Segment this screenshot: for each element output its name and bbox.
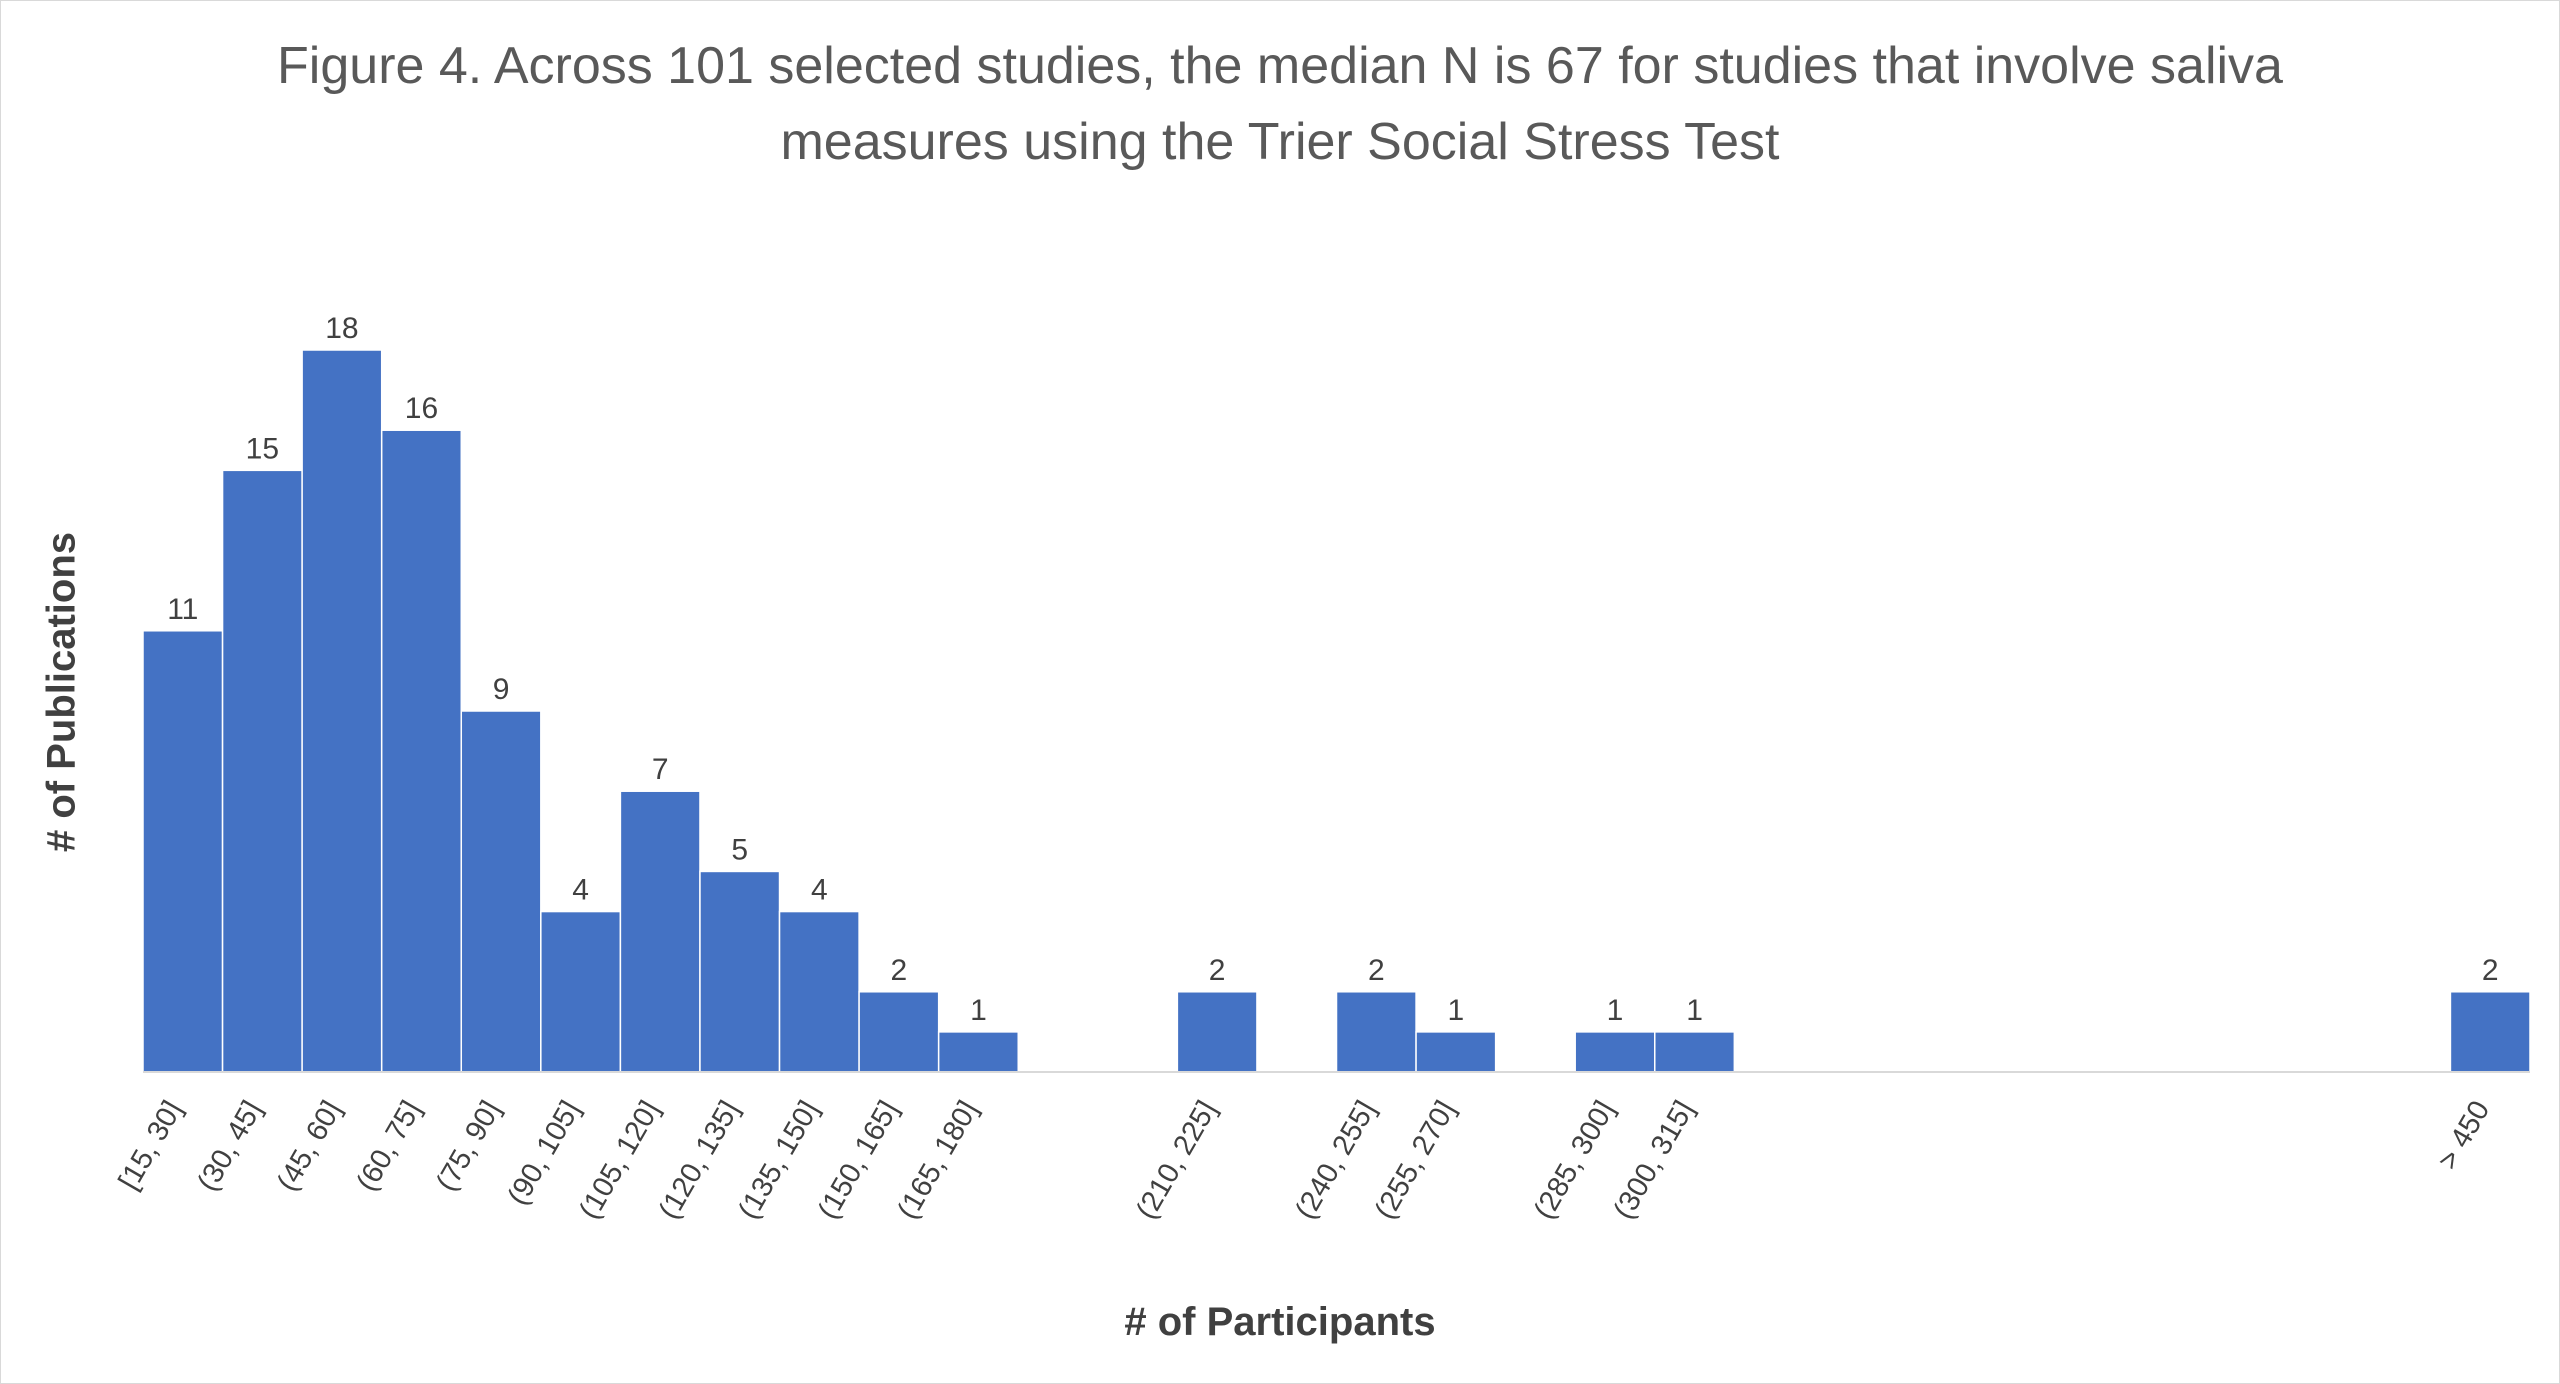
data-label: 1 [1448,994,1465,1027]
data-label: 7 [652,753,669,786]
data-label: 18 [325,312,358,345]
x-tick-label: (240, 255] [1289,1096,1382,1225]
bar [2449,991,2531,1073]
chart-title-line-2: measures using the Trier Social Stress T… [780,113,1780,171]
x-tick-label: (60, 75] [351,1096,428,1197]
x-tick-label: (45, 60] [271,1096,348,1197]
x-tick-label: (210, 225] [1130,1096,1223,1225]
bar [778,910,860,1073]
x-tick-label: (105, 120] [573,1096,666,1225]
data-label: 2 [2482,954,2499,987]
x-tick-label: (150, 165] [812,1096,905,1225]
x-tick-label: (285, 300] [1528,1096,1621,1225]
bar [1335,991,1417,1073]
data-label: 9 [493,673,510,706]
x-tick-label: (75, 90] [430,1096,507,1197]
x-tick-label: (30, 45] [192,1096,269,1197]
bar [540,910,622,1073]
bar [937,1031,1019,1073]
bar [858,991,940,1073]
data-label: 5 [731,833,748,866]
x-tick-label: (135, 150] [732,1096,825,1225]
data-label: 2 [891,954,908,987]
bar [619,790,701,1073]
data-label: 1 [970,994,987,1027]
chart-title: Figure 4. Across 101 selected studies, t… [0,28,2560,180]
y-axis-label: # of Publications [39,531,84,853]
bar [1176,991,1258,1073]
data-label: 4 [572,874,589,907]
x-tick-label: (165, 180] [891,1096,984,1225]
bar [1574,1031,1656,1073]
bar [142,630,224,1073]
data-label: 15 [246,432,279,465]
x-tick-label: (120, 135] [653,1096,746,1225]
x-tick-label: (255, 270] [1369,1096,1462,1225]
bar [699,870,781,1073]
data-label: 16 [405,392,438,425]
data-label: 4 [811,874,828,907]
x-tick-label: (300, 315] [1608,1096,1701,1225]
x-tick-label: [15, 30] [113,1096,189,1196]
x-tick-label: (90, 105] [502,1096,587,1211]
x-axis-label: # of Participants [1124,1300,1436,1344]
data-label: 1 [1686,994,1703,1027]
bar [301,349,383,1073]
bar [1415,1031,1497,1073]
data-label: 1 [1607,994,1624,1027]
bar [460,710,542,1073]
bar [221,469,303,1073]
x-tick-label: > 450 [2432,1096,2496,1176]
data-label: 2 [1209,954,1226,987]
bar [380,429,463,1073]
data-label: 11 [167,593,198,626]
data-label: 2 [1368,954,1385,987]
chart-title-line-1: Figure 4. Across 101 selected studies, t… [277,37,2283,95]
bar [1654,1031,1736,1073]
